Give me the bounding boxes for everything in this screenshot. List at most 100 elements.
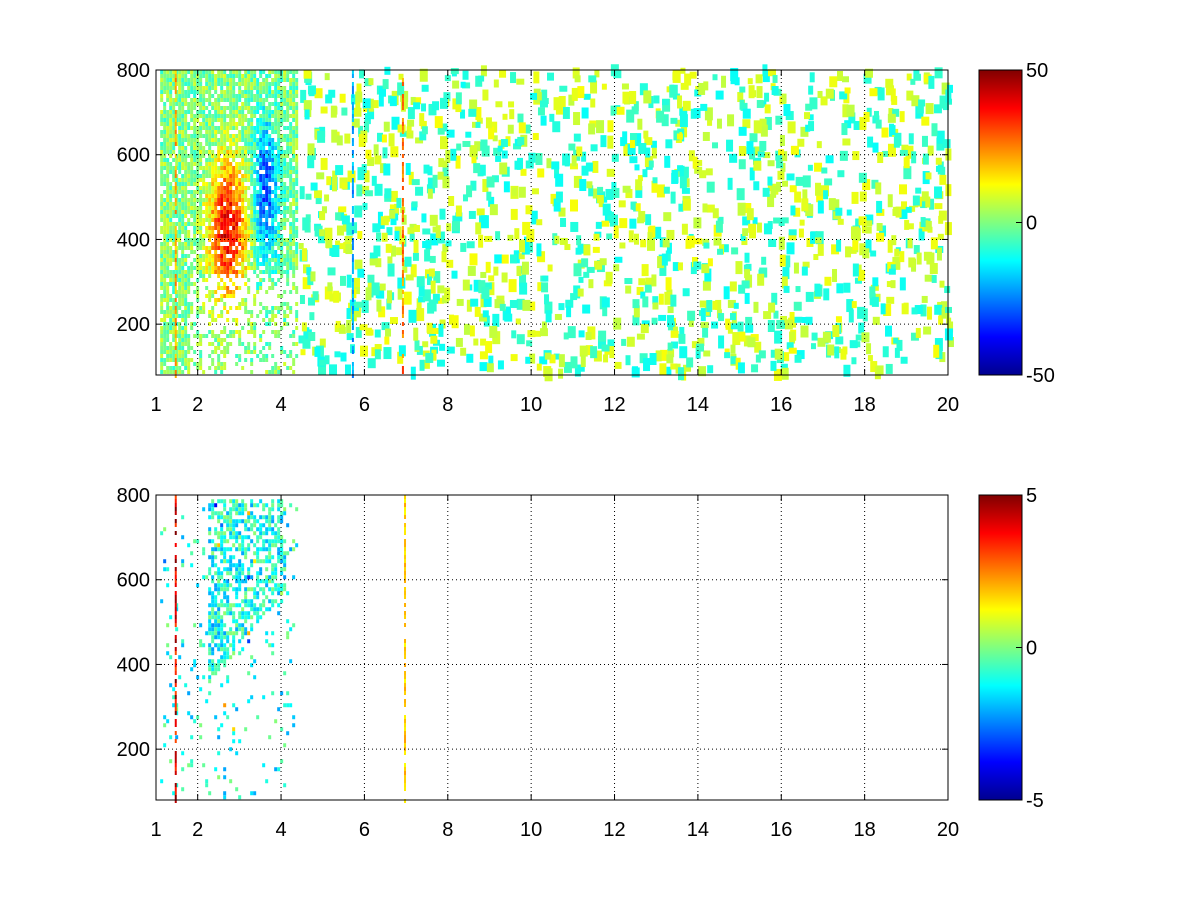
heatmap-cell: [223, 190, 227, 194]
heatmap-cell: [576, 146, 583, 157]
heatmap-cell: [238, 238, 242, 242]
heatmap-cell: [858, 172, 867, 183]
heatmap-cell: [351, 302, 354, 306]
heatmap-cell: [670, 363, 678, 370]
heatmap-cell: [175, 102, 179, 106]
heatmap-cell: [307, 143, 315, 156]
heatmap-cell: [871, 296, 879, 307]
heatmap-cell: [229, 110, 233, 114]
heatmap-cell: [241, 326, 245, 330]
heatmap-cell: [283, 170, 287, 174]
heatmap-cell: [190, 735, 194, 740]
heatmap-cell: [232, 110, 236, 114]
heatmap-cell: [166, 302, 170, 306]
heatmap-cell: [274, 314, 278, 318]
heatmap-cell: [208, 310, 212, 314]
heatmap-cell: [271, 543, 275, 548]
heatmap-cell: [174, 74, 177, 78]
heatmap-cell: [401, 126, 404, 130]
heatmap-cell: [876, 232, 885, 242]
heatmap-cell: [301, 322, 307, 332]
heatmap-cell: [172, 318, 176, 322]
heatmap-cell: [422, 289, 431, 302]
heatmap-cell: [196, 222, 200, 226]
heatmap-cell: [789, 331, 796, 344]
heatmap-cell: [405, 163, 411, 176]
heatmap-cell: [229, 583, 233, 588]
heatmap-cell: [381, 322, 390, 331]
heatmap-cell: [175, 270, 179, 274]
heatmap-cell: [181, 254, 185, 258]
heatmap-cell: [205, 162, 209, 166]
heatmap-cell: [199, 242, 203, 246]
heatmap-cell: [406, 130, 414, 139]
heatmap-cell: [289, 98, 293, 102]
heatmap-cell: [581, 107, 589, 119]
heatmap-cell: [256, 547, 260, 552]
heatmap-cell: [250, 587, 254, 592]
heatmap-cell: [292, 242, 296, 246]
heatmap-cell: [172, 270, 176, 274]
heatmap-cell: [196, 246, 200, 250]
heatmap-cell: [253, 543, 257, 548]
heatmap-cell: [483, 296, 492, 307]
heatmap-cell: [223, 174, 227, 178]
heatmap-cell: [265, 322, 269, 326]
heatmap-cell: [678, 165, 685, 177]
heatmap-cell: [211, 270, 215, 274]
heatmap-cell: [166, 246, 170, 250]
heatmap-cell: [920, 197, 928, 209]
heatmap-cell: [862, 248, 870, 259]
heatmap-cell: [790, 145, 799, 155]
heatmap-cell: [295, 166, 299, 170]
heatmap-cell: [217, 138, 221, 142]
heatmap-cell: [235, 507, 239, 512]
heatmap-cell: [407, 227, 415, 235]
heatmap-cell: [280, 515, 284, 520]
heatmap-cell: [295, 70, 299, 74]
heatmap-cell: [181, 174, 185, 178]
heatmap-cell: [770, 349, 777, 358]
heatmap-cell: [217, 242, 221, 246]
heatmap-cell: [401, 290, 404, 294]
heatmap-cell: [253, 334, 257, 338]
heatmap-cell: [211, 607, 215, 612]
heatmap-cell: [235, 539, 239, 544]
heatmap-cell: [866, 343, 872, 355]
heatmap-cell: [184, 230, 188, 234]
heatmap-cell: [307, 275, 314, 286]
heatmap-cell: [271, 531, 275, 536]
heatmap-cell: [283, 186, 287, 190]
heatmap-cell: [842, 76, 850, 83]
heatmap-cell: [208, 78, 212, 82]
heatmap-cell: [262, 242, 266, 246]
heatmap-cell: [391, 116, 400, 130]
heatmap-cell: [939, 174, 947, 185]
heatmap-cell: [174, 286, 177, 290]
heatmap-cell: [211, 639, 215, 644]
heatmap-cell: [259, 547, 263, 552]
heatmap-cell: [885, 78, 894, 88]
heatmap-cell: [852, 151, 860, 161]
heatmap-cell: [633, 305, 640, 318]
heatmap-cell: [214, 138, 218, 142]
heatmap-cell: [408, 171, 414, 185]
heatmap-cell: [885, 363, 893, 374]
heatmap-cell: [250, 150, 254, 154]
heatmap-cell: [247, 170, 251, 174]
heatmap-cell: [757, 151, 765, 158]
heatmap-cell: [903, 166, 912, 180]
heatmap-cell: [211, 254, 215, 258]
heatmap-cell: [259, 559, 263, 564]
heatmap-cell: [338, 243, 347, 250]
heatmap-cell: [160, 779, 164, 784]
heatmap-cell: [196, 206, 200, 210]
heatmap-cell: [906, 73, 912, 81]
heatmap-cell: [379, 283, 386, 291]
heatmap-cell: [244, 298, 248, 302]
heatmap-cell: [193, 258, 197, 262]
heatmap-cell: [223, 535, 227, 540]
heatmap-cell: [262, 763, 266, 768]
heatmap-cell: [238, 254, 242, 258]
heatmap-cell: [205, 70, 209, 74]
